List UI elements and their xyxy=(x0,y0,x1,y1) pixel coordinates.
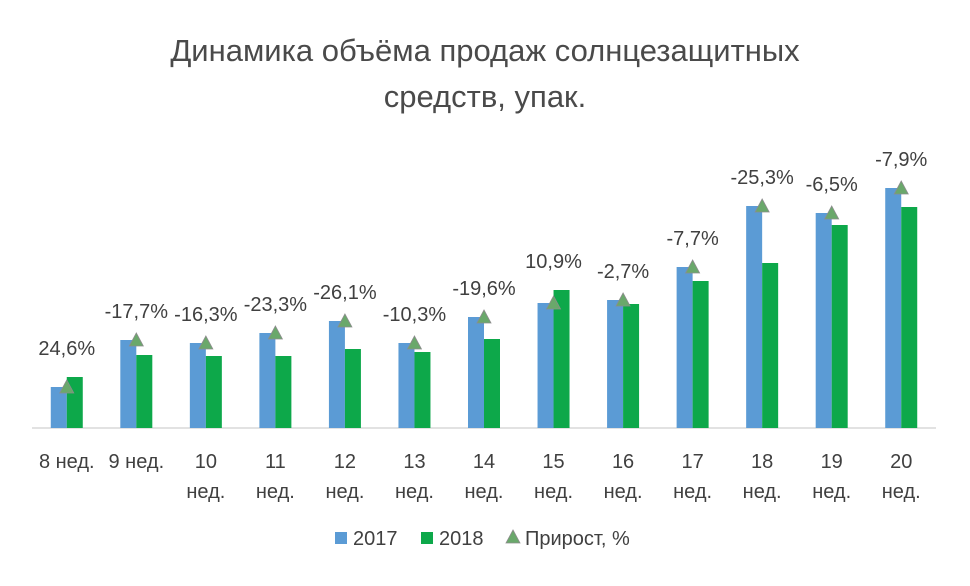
x-tick-label: 15 xyxy=(542,451,564,473)
bar-2018 xyxy=(831,225,848,428)
bar-2017 xyxy=(676,267,693,428)
growth-marker xyxy=(545,295,562,310)
legend-growth-swatch xyxy=(505,529,521,544)
legend-2017-swatch xyxy=(335,532,347,544)
x-tick-label: нед. xyxy=(812,481,851,503)
x-tick-label: 19 xyxy=(821,451,843,473)
x-tick-label: 9 нед. xyxy=(108,451,164,473)
bar-2018 xyxy=(553,290,570,428)
bar-2017 xyxy=(607,300,624,428)
growth-marker xyxy=(406,335,423,350)
bar-2018 xyxy=(484,339,500,428)
legend-2017-label: 2017 xyxy=(353,528,398,550)
growth-marker xyxy=(267,325,284,340)
growth-data-label: -10,3% xyxy=(383,304,447,326)
growth-data-label: -19,6% xyxy=(452,278,516,300)
bar-2017 xyxy=(189,343,206,428)
legend-2018-label: 2018 xyxy=(439,528,484,550)
growth-data-label: -6,5% xyxy=(806,174,858,196)
bar-2017 xyxy=(815,213,832,428)
x-tick-label: нед. xyxy=(534,481,573,503)
x-tick-label: нед. xyxy=(395,481,434,503)
growth-data-label: 24,6% xyxy=(38,338,95,360)
growth-marker xyxy=(754,198,770,213)
chart-title-line-2: средств, упак. xyxy=(383,79,587,114)
x-tick-label: 20 xyxy=(890,451,912,473)
chart-title-line-1: Динамика объёма продаж солнцезащитных xyxy=(170,33,800,68)
bar-2018 xyxy=(344,349,361,428)
growth-data-label: -17,7% xyxy=(105,301,169,323)
x-tick-label: 10 xyxy=(195,451,217,473)
bar-2017 xyxy=(50,387,67,428)
x-tick-label: нед. xyxy=(186,481,225,503)
x-tick-label: 11 xyxy=(265,451,286,473)
growth-marker xyxy=(824,205,840,220)
x-tick-label: 13 xyxy=(403,451,425,473)
x-tick-label: 18 xyxy=(751,451,773,473)
growth-marker xyxy=(198,335,214,350)
legend-growth-label: Прирост, % xyxy=(525,528,630,550)
chart-title: Динамика объёма продаж солнцезащитных ср… xyxy=(0,28,970,120)
bar-2017 xyxy=(885,188,902,428)
bar-2017 xyxy=(259,333,276,428)
x-tick-label: 16 xyxy=(612,451,634,473)
x-tick-label: нед. xyxy=(673,481,712,503)
bar-2017 xyxy=(468,317,484,428)
x-tick-label: 12 xyxy=(334,451,356,473)
growth-marker xyxy=(337,313,353,328)
x-tick-label: нед. xyxy=(256,481,295,503)
x-tick-label: нед. xyxy=(743,481,782,503)
x-tick-label: нед. xyxy=(604,481,643,503)
bar-2017 xyxy=(398,343,415,428)
x-tick-label: 8 нед. xyxy=(39,451,95,473)
x-tick-label: 14 xyxy=(473,451,495,473)
growth-marker xyxy=(893,180,909,195)
growth-data-label: -7,9% xyxy=(875,149,927,171)
x-tick-label: нед. xyxy=(325,481,364,503)
growth-data-label: -16,3% xyxy=(174,304,238,326)
bar-2018 xyxy=(414,352,431,428)
bar-2018 xyxy=(901,207,918,428)
growth-data-label: -23,3% xyxy=(244,294,308,316)
bar-2018 xyxy=(692,281,709,428)
x-tick-label: нед. xyxy=(882,481,921,503)
x-tick-label: нед. xyxy=(465,481,504,503)
growth-data-label: -7,7% xyxy=(666,228,718,250)
bar-2018 xyxy=(205,356,222,428)
bar-2018 xyxy=(762,263,779,428)
growth-data-label: -2,7% xyxy=(597,261,649,283)
growth-data-label: -25,3% xyxy=(730,167,794,189)
growth-marker xyxy=(128,332,144,347)
legend-2018-swatch xyxy=(421,532,433,544)
growth-marker xyxy=(476,309,492,324)
growth-marker xyxy=(59,379,75,394)
bar-2017 xyxy=(120,340,137,428)
bar-2018 xyxy=(623,304,640,428)
bar-2018 xyxy=(275,356,292,428)
bar-2017 xyxy=(746,206,763,428)
x-tick-label: 17 xyxy=(681,451,703,473)
growth-data-label: 10,9% xyxy=(525,251,582,273)
growth-data-label: -26,1% xyxy=(313,282,377,304)
bar-2018 xyxy=(136,355,153,428)
bar-2017 xyxy=(328,321,345,428)
bar-2017 xyxy=(537,303,554,428)
growth-marker xyxy=(615,292,631,307)
growth-marker xyxy=(684,259,701,274)
